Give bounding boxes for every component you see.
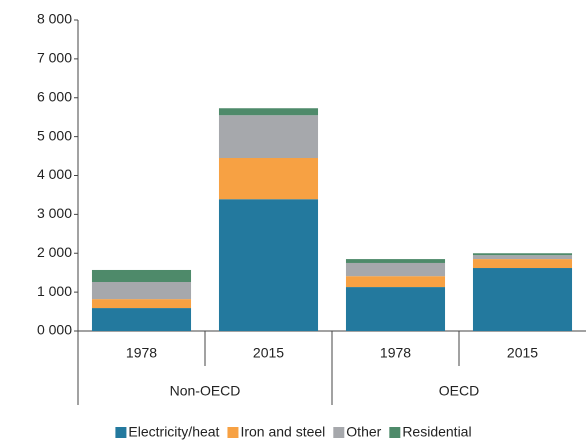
y-tick-label: 6 000 (37, 88, 72, 104)
bar-segment (218, 115, 319, 159)
bar-segment (472, 255, 573, 260)
bar-segment (91, 308, 192, 331)
bar-segment (472, 253, 573, 256)
bar-segment (91, 269, 192, 283)
legend-label: Iron and steel (240, 424, 325, 440)
legend-swatch (389, 427, 401, 438)
bar-segment (91, 282, 192, 300)
bar-segment (345, 287, 446, 331)
legend-swatch (333, 427, 345, 438)
bar-segment (218, 199, 319, 331)
bar-segment (472, 259, 573, 269)
y-tick-label: 2 000 (37, 244, 72, 260)
legend-swatch (115, 427, 127, 438)
bar-segment (472, 268, 573, 331)
x-tick-label: 2015 (253, 345, 284, 361)
x-tick-label: 1978 (126, 345, 157, 361)
legend-label: Electricity/heat (128, 424, 219, 440)
bar-segment (218, 158, 319, 200)
legend-label: Residential (402, 424, 471, 440)
y-tick-label: 1 000 (37, 283, 72, 299)
y-tick-label: 0 000 (37, 322, 72, 338)
bar-segment (345, 262, 446, 277)
y-tick-label: 4 000 (37, 166, 72, 182)
x-tick-label: 1978 (380, 345, 411, 361)
x-tick-label: 2015 (507, 345, 538, 361)
legend-swatch (227, 427, 239, 438)
y-tick-label: 3 000 (37, 205, 72, 221)
group-label: OECD (439, 383, 479, 399)
y-tick-label: 7 000 (37, 50, 72, 66)
bar-segment (345, 259, 446, 263)
bar-segment (218, 108, 319, 116)
bar-segment (91, 299, 192, 309)
y-tick-label: 5 000 (37, 127, 72, 143)
legend-label: Other (346, 424, 381, 440)
bar-segment (345, 276, 446, 288)
group-label: Non-OECD (170, 383, 241, 399)
y-tick-label: 8 000 (37, 11, 72, 27)
